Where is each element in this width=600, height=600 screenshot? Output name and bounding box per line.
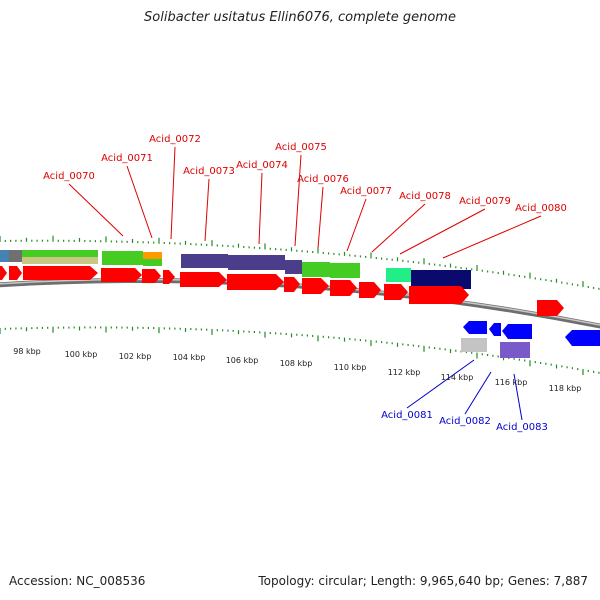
- cds-arrow: [359, 282, 381, 298]
- gene-label: Acid_0080: [515, 203, 567, 214]
- cog-bar-green: [330, 263, 360, 278]
- cds-arrow: [9, 266, 22, 280]
- cds-arrow: [180, 272, 227, 287]
- gene-labels: Acid_0070Acid_0071Acid_0072Acid_0073Acid…: [43, 134, 567, 433]
- cog-bar-green: [22, 250, 98, 257]
- leader-line: [346, 198, 367, 252]
- scale-labels: 98 kbp 100 kbp 102 kbp 104 kbp 106 kbp 108 kb…: [13, 347, 581, 393]
- cog-bar-green: [143, 259, 162, 266]
- gene-label: Acid_0077: [340, 186, 392, 197]
- leader-line: [464, 371, 492, 415]
- gene-label: Acid_0070: [43, 171, 95, 182]
- leader-line: [170, 146, 176, 240]
- leader-line: [204, 178, 210, 242]
- gene-label: Acid_0081: [381, 410, 433, 421]
- cds-arrow: [227, 274, 284, 290]
- minus-strand-cds: [463, 321, 600, 346]
- accession-label: Accession: NC_008536: [9, 574, 146, 588]
- cog-bar-lightgray: [461, 338, 487, 352]
- cog-bar-slateblue: [181, 254, 228, 268]
- cog-bar-orange: [143, 252, 162, 259]
- cog-bar-mint: [386, 268, 411, 282]
- leader-line: [371, 203, 426, 253]
- cds-arrow: [142, 269, 161, 283]
- cds-arrow: [489, 323, 501, 336]
- leader-line: [68, 183, 124, 237]
- scale-label: 110 kbp: [334, 363, 367, 372]
- leader-line: [126, 165, 153, 239]
- gene-label: Acid_0075: [275, 142, 327, 153]
- gene-label: Acid_0073: [183, 166, 235, 177]
- gene-label: Acid_0079: [459, 196, 511, 207]
- minus-cog-bars: [461, 338, 530, 358]
- cog-bar-steelblue: [0, 250, 9, 262]
- tick-marks: [0, 235, 600, 375]
- cog-category-bars: [0, 250, 471, 289]
- gene-label: Acid_0078: [399, 191, 451, 202]
- cog-bar-green: [302, 262, 330, 277]
- gene-label: Acid_0083: [496, 422, 548, 433]
- scale-label: 104 kbp: [173, 353, 206, 362]
- cds-arrow: [284, 277, 300, 292]
- cog-bar-green: [102, 251, 143, 265]
- scale-label: 100 kbp: [65, 350, 98, 359]
- cog-bar-slateblue: [228, 255, 285, 270]
- plus-strand-cds: [0, 266, 564, 316]
- scale-label: 98 kbp: [13, 347, 41, 356]
- cds-arrow: [330, 280, 357, 296]
- genome-backbone: [0, 277, 600, 329]
- cds-arrow: [163, 270, 175, 284]
- cds-arrow: [409, 286, 469, 304]
- scale-label: 118 kbp: [549, 384, 582, 393]
- leader-line: [513, 373, 523, 421]
- map-title: Solibacter usitatus Ellin6076, complete …: [144, 10, 456, 25]
- cog-bar-gray: [9, 250, 22, 262]
- scale-label: 114 kbp: [441, 373, 474, 382]
- cds-arrow: [0, 266, 7, 280]
- leader-line: [317, 186, 324, 249]
- cds-arrow: [101, 268, 142, 282]
- cds-arrow: [302, 278, 329, 294]
- gene-label: Acid_0076: [297, 174, 349, 185]
- scale-label: 106 kbp: [226, 356, 259, 365]
- gene-label: Acid_0072: [149, 134, 201, 145]
- leader-line: [294, 154, 302, 247]
- gene-label: Acid_0082: [439, 416, 491, 427]
- scale-label: 116 kbp: [495, 378, 528, 387]
- scale-label: 108 kbp: [280, 359, 313, 368]
- cog-bar-navy: [411, 270, 471, 289]
- genome-summary-label: Topology: circular; Length: 9,965,640 bp…: [258, 574, 588, 588]
- scale-label: 112 kbp: [388, 368, 421, 377]
- leader-line: [399, 208, 486, 255]
- leader-line: [258, 172, 263, 245]
- cds-arrow: [565, 330, 600, 346]
- gene-label: Acid_0074: [236, 160, 288, 171]
- cds-arrow: [23, 266, 98, 280]
- leader-line: [442, 215, 542, 259]
- cds-arrow: [502, 324, 532, 339]
- cds-arrow: [537, 300, 564, 316]
- scale-label: 102 kbp: [119, 352, 152, 361]
- gene-label: Acid_0071: [101, 153, 153, 164]
- cog-bar-khaki: [22, 257, 98, 264]
- cog-bar-mediumpurple: [500, 342, 530, 358]
- cog-bar-slateblue: [285, 260, 302, 274]
- cds-arrow: [384, 284, 408, 300]
- leader-line: [406, 359, 475, 409]
- cds-arrow: [463, 321, 487, 334]
